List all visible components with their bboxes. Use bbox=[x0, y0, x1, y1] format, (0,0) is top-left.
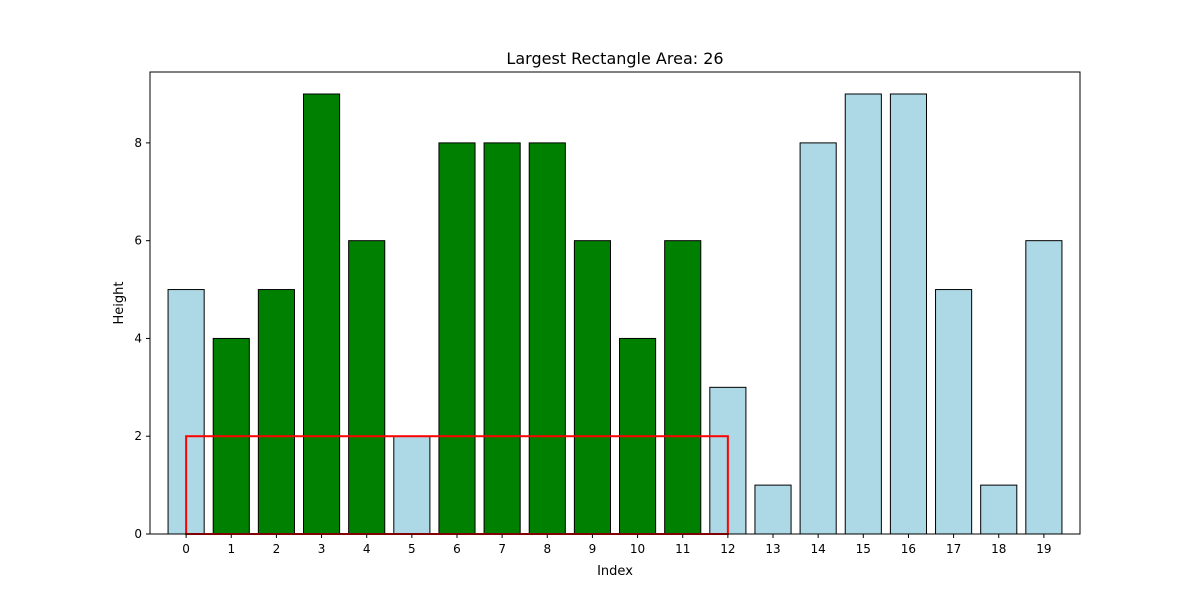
chart-title: Largest Rectangle Area: 26 bbox=[506, 49, 723, 68]
x-tick-label-9: 9 bbox=[589, 542, 597, 556]
x-tick-label-17: 17 bbox=[946, 542, 961, 556]
y-axis: 0 2 4 6 8 bbox=[134, 136, 150, 541]
x-tick-label-12: 12 bbox=[720, 542, 735, 556]
x-tick-label-19: 19 bbox=[1036, 542, 1051, 556]
x-tick-label-8: 8 bbox=[543, 542, 551, 556]
bar-17 bbox=[935, 289, 973, 535]
x-tick-label-14: 14 bbox=[811, 542, 826, 556]
bar-13 bbox=[754, 484, 792, 535]
bar-7 bbox=[483, 142, 521, 535]
bar-5 bbox=[393, 435, 431, 535]
x-tick-label-1: 1 bbox=[227, 542, 235, 556]
y-tick-label-2: 2 bbox=[134, 429, 142, 443]
x-tick-label-0: 0 bbox=[182, 542, 190, 556]
y-tick-label-8: 8 bbox=[134, 136, 142, 150]
x-tick-label-4: 4 bbox=[363, 542, 371, 556]
x-tick-label-18: 18 bbox=[991, 542, 1006, 556]
bar-19 bbox=[1025, 240, 1063, 535]
x-tick-label-7: 7 bbox=[498, 542, 506, 556]
x-tick-label-16: 16 bbox=[901, 542, 916, 556]
x-tick-label-5: 5 bbox=[408, 542, 416, 556]
bar-18 bbox=[980, 484, 1018, 535]
x-axis-label: Index bbox=[597, 564, 633, 579]
x-tick-label-10: 10 bbox=[630, 542, 645, 556]
x-tick-label-15: 15 bbox=[856, 542, 871, 556]
y-axis-label: Height bbox=[112, 282, 127, 325]
bar-11 bbox=[664, 240, 702, 535]
x-axis: 0 1 2 3 4 5 6 7 8 9 10 11 12 13 14 15 16 17 18 19 bbox=[182, 534, 1052, 556]
bars-layer bbox=[167, 93, 1063, 535]
plot-area-frame bbox=[149, 71, 1081, 535]
bar-3 bbox=[302, 93, 341, 535]
bar-6 bbox=[438, 142, 476, 535]
x-tick-label-3: 3 bbox=[318, 542, 326, 556]
bar-8 bbox=[528, 142, 566, 535]
bar-9 bbox=[573, 240, 611, 535]
bar-2 bbox=[257, 289, 295, 535]
bar-16 bbox=[889, 93, 928, 535]
x-tick-label-13: 13 bbox=[765, 542, 780, 556]
x-tick-label-6: 6 bbox=[453, 542, 461, 556]
bar-15 bbox=[844, 93, 882, 535]
bar-4 bbox=[348, 240, 386, 535]
y-tick-label-0: 0 bbox=[134, 527, 142, 541]
y-tick-label-6: 6 bbox=[134, 234, 142, 248]
x-tick-label-11: 11 bbox=[675, 542, 690, 556]
bar-14 bbox=[799, 142, 837, 535]
x-tick-label-2: 2 bbox=[273, 542, 281, 556]
y-tick-label-4: 4 bbox=[134, 331, 142, 345]
